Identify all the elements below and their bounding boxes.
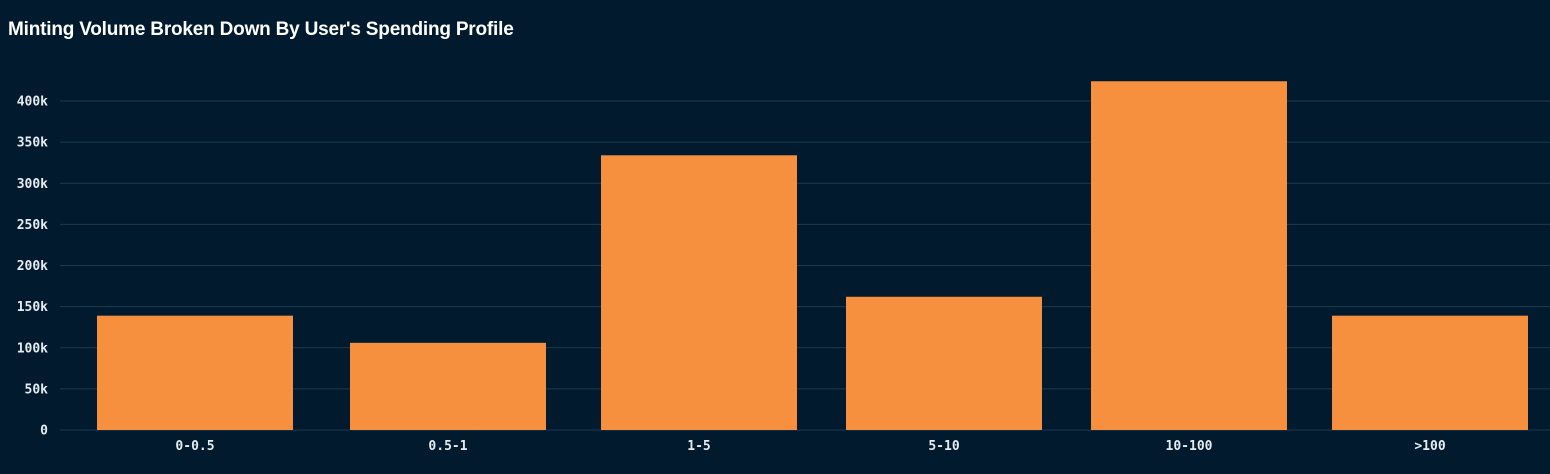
bar-0.5-1[interactable] xyxy=(350,342,546,430)
bar-5-10[interactable] xyxy=(846,296,1042,430)
y-tick-label: 400k xyxy=(17,95,48,110)
x-tick-label: >100 xyxy=(1414,439,1445,454)
y-tick-label: 100k xyxy=(17,341,48,356)
x-axis-ticks: 0-0.5 0.5-1 1-5 5-10 10-100 >100 xyxy=(175,439,1445,454)
x-tick-label: 0-0.5 xyxy=(175,439,214,454)
bar-1-5[interactable] xyxy=(601,155,797,430)
x-tick-label: 10-100 xyxy=(1166,439,1213,454)
y-tick-label: 200k xyxy=(17,259,48,274)
y-tick-label: 0 xyxy=(40,424,48,439)
grid-layer xyxy=(60,100,1550,431)
y-tick-label: 150k xyxy=(17,300,48,315)
bar->100[interactable] xyxy=(1332,315,1528,430)
x-tick-label: 0.5-1 xyxy=(428,439,467,454)
y-tick-label: 350k xyxy=(17,136,48,151)
bar-10-100[interactable] xyxy=(1091,81,1287,430)
y-tick-label: 50k xyxy=(25,382,49,397)
y-axis-ticks: 0 50k 100k 150k 200k 250k 300k 350k 400k xyxy=(17,95,48,439)
y-tick-label: 250k xyxy=(17,218,48,233)
bar-0-0.5[interactable] xyxy=(97,315,293,430)
y-tick-label: 300k xyxy=(17,177,48,192)
bar-layer xyxy=(97,81,1528,430)
x-tick-label: 1-5 xyxy=(687,439,710,454)
x-tick-label: 5-10 xyxy=(928,439,959,454)
chart-title: Minting Volume Broken Down By User's Spe… xyxy=(8,19,514,40)
